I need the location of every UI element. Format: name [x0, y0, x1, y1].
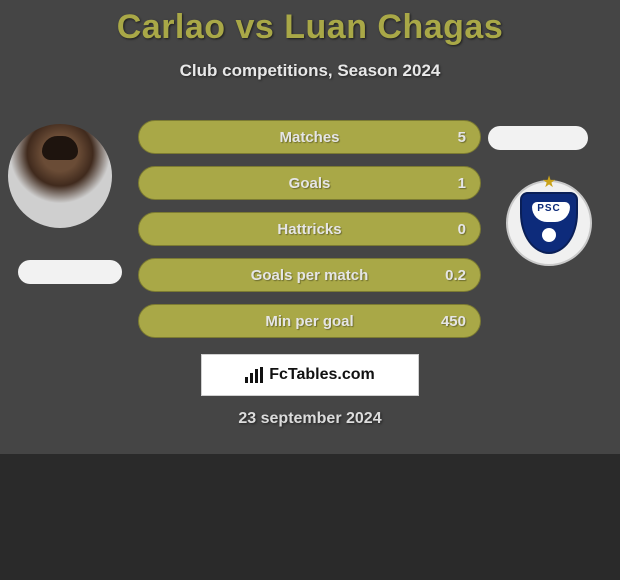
- comparison-card: Carlao vs Luan Chagas Club competitions,…: [0, 0, 620, 454]
- player-left-club-placeholder: [18, 260, 122, 284]
- bar-chart-icon: [245, 367, 263, 383]
- stat-value: 0.2: [445, 267, 466, 284]
- stats-list: Matches 5 Goals 1 Hattricks 0 Goals per …: [138, 120, 481, 350]
- stat-row-goals-per-match: Goals per match 0.2: [138, 258, 481, 292]
- stat-value: 1: [458, 175, 466, 192]
- stat-label: Min per goal: [265, 313, 353, 330]
- stat-row-min-per-goal: Min per goal 450: [138, 304, 481, 338]
- club-shield-icon: PSC: [520, 192, 578, 254]
- player-right-avatar-placeholder: [488, 126, 588, 150]
- stat-row-hattricks: Hattricks 0: [138, 212, 481, 246]
- stat-row-goals: Goals 1: [138, 166, 481, 200]
- stat-value: 5: [458, 129, 466, 146]
- stat-label: Goals per match: [251, 267, 369, 284]
- source-logo[interactable]: FcTables.com: [201, 354, 419, 396]
- stat-row-matches: Matches 5: [138, 120, 481, 154]
- date-label: 23 september 2024: [0, 410, 620, 428]
- stat-label: Matches: [279, 129, 339, 146]
- subtitle: Club competitions, Season 2024: [0, 61, 620, 81]
- stat-label: Hattricks: [277, 221, 341, 238]
- player-left-avatar: [8, 124, 112, 228]
- page-title: Carlao vs Luan Chagas: [0, 0, 620, 47]
- club-star-icon: ★: [542, 172, 556, 192]
- player-right-club-badge: ★ PSC: [498, 178, 601, 264]
- club-ball-icon: [542, 228, 556, 242]
- club-initials: PSC: [522, 203, 576, 214]
- stat-label: Goals: [289, 175, 331, 192]
- stat-value: 0: [458, 221, 466, 238]
- stat-value: 450: [441, 313, 466, 330]
- source-logo-text: FcTables.com: [269, 366, 375, 384]
